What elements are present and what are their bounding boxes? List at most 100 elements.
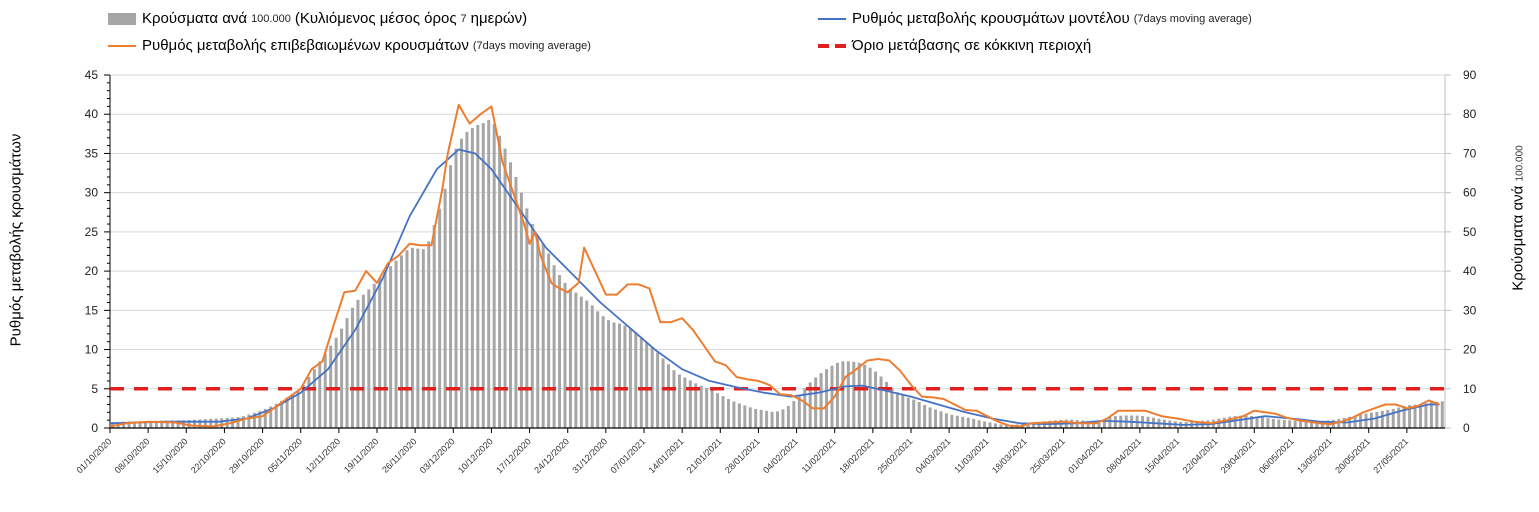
bar	[470, 127, 474, 428]
bar	[1386, 409, 1390, 428]
bar	[1026, 423, 1030, 428]
bar	[568, 288, 572, 428]
bar	[541, 243, 545, 428]
bar	[645, 342, 649, 428]
bar	[737, 403, 741, 428]
x-tick-label: 26/11/2020	[380, 436, 418, 474]
bar	[928, 407, 932, 428]
bar	[819, 373, 823, 428]
bar	[236, 417, 240, 428]
observed-line	[109, 103, 1440, 428]
bar	[329, 345, 333, 428]
bar	[323, 353, 327, 428]
bar	[1369, 412, 1373, 428]
bar	[726, 399, 730, 428]
bar	[934, 409, 938, 428]
bar	[961, 416, 965, 428]
bar	[220, 418, 224, 428]
bar	[895, 392, 899, 428]
bar	[770, 411, 774, 428]
bar	[296, 390, 300, 428]
bar	[590, 305, 594, 428]
y-left-tick-label: 20	[85, 264, 99, 278]
bar	[154, 420, 158, 428]
bar	[667, 364, 671, 428]
x-tick-label: 21/01/2021	[685, 436, 724, 475]
legend-label-cases: Κρούσματα ανά	[142, 10, 248, 27]
bar	[1228, 416, 1232, 428]
legend-swatch-threshold	[818, 43, 846, 48]
x-tick-label: 06/05/2021	[1257, 436, 1296, 475]
bar	[634, 332, 638, 428]
bar	[656, 352, 660, 428]
bar	[1402, 406, 1406, 428]
y-left-tick-label: 40	[85, 107, 99, 121]
x-tick-label: 25/03/2021	[1028, 436, 1067, 475]
bar	[857, 362, 861, 428]
bar	[1266, 418, 1270, 428]
bar	[977, 420, 981, 428]
y-right-tick-label: 10	[1463, 382, 1477, 396]
bar	[410, 247, 414, 428]
bar	[383, 272, 387, 428]
y-left-tick-label: 25	[85, 225, 99, 239]
bar	[1037, 422, 1041, 428]
bar	[776, 411, 779, 428]
x-tick-label: 08/10/2020	[113, 436, 152, 475]
bar	[1424, 403, 1428, 428]
x-tick-label: 15/10/2020	[151, 436, 190, 475]
bar	[623, 325, 627, 428]
bar	[1108, 417, 1112, 428]
bar	[427, 241, 431, 428]
legend-label-threshold: Όριο μετάβασης σε κόκκινη περιοχή	[852, 37, 1092, 54]
bar	[1092, 421, 1096, 428]
bar	[133, 421, 137, 428]
bar	[874, 371, 878, 428]
legend-label-observed: Ρυθμός μεταβολής επιβεβαιωμένων κρουσμάτ…	[142, 37, 469, 54]
bar	[443, 188, 447, 428]
bar	[612, 322, 616, 428]
bar	[1375, 411, 1379, 428]
x-tick-label: 13/05/2021	[1295, 436, 1334, 475]
legend-label-observed-small: (7days moving average)	[472, 39, 591, 52]
bar	[939, 411, 943, 428]
bar	[601, 316, 605, 428]
legend-item-threshold: Όριο μετάβασης σε κόκκινη περιοχή	[818, 37, 1091, 54]
y-right-tick-label: 50	[1463, 225, 1477, 239]
bar	[1233, 416, 1237, 428]
y-right-tick-label: 90	[1463, 68, 1477, 82]
bar	[792, 401, 796, 428]
x-tick-label: 11/02/2021	[800, 436, 838, 474]
bar	[1380, 410, 1384, 428]
bar	[1429, 402, 1433, 428]
bar	[955, 415, 959, 428]
bar	[884, 381, 888, 428]
bar	[176, 420, 180, 428]
bar	[732, 401, 736, 428]
bar	[683, 377, 687, 428]
y-right-tick-label: 40	[1463, 264, 1477, 278]
bar	[923, 404, 927, 428]
bar	[138, 421, 142, 428]
bar	[361, 294, 365, 428]
bar	[1299, 421, 1303, 428]
legend-label-cases-end: ημερών)	[470, 10, 528, 27]
bar	[274, 403, 278, 428]
bar	[1288, 420, 1292, 428]
bar	[901, 395, 905, 428]
bar	[846, 361, 850, 428]
y-right-tick-label: 80	[1463, 107, 1477, 121]
x-tick-label: 19/11/2020	[342, 436, 380, 474]
bar	[841, 361, 845, 428]
bar	[465, 131, 469, 428]
x-tick-label: 24/12/2020	[532, 436, 571, 475]
bar	[203, 419, 207, 428]
bar	[558, 275, 562, 428]
bar	[628, 328, 632, 428]
bar	[400, 255, 404, 428]
bar	[263, 409, 267, 428]
x-tick-label: 31/12/2020	[570, 436, 609, 475]
y-left-tick-label: 35	[85, 146, 99, 160]
bar	[825, 369, 829, 428]
